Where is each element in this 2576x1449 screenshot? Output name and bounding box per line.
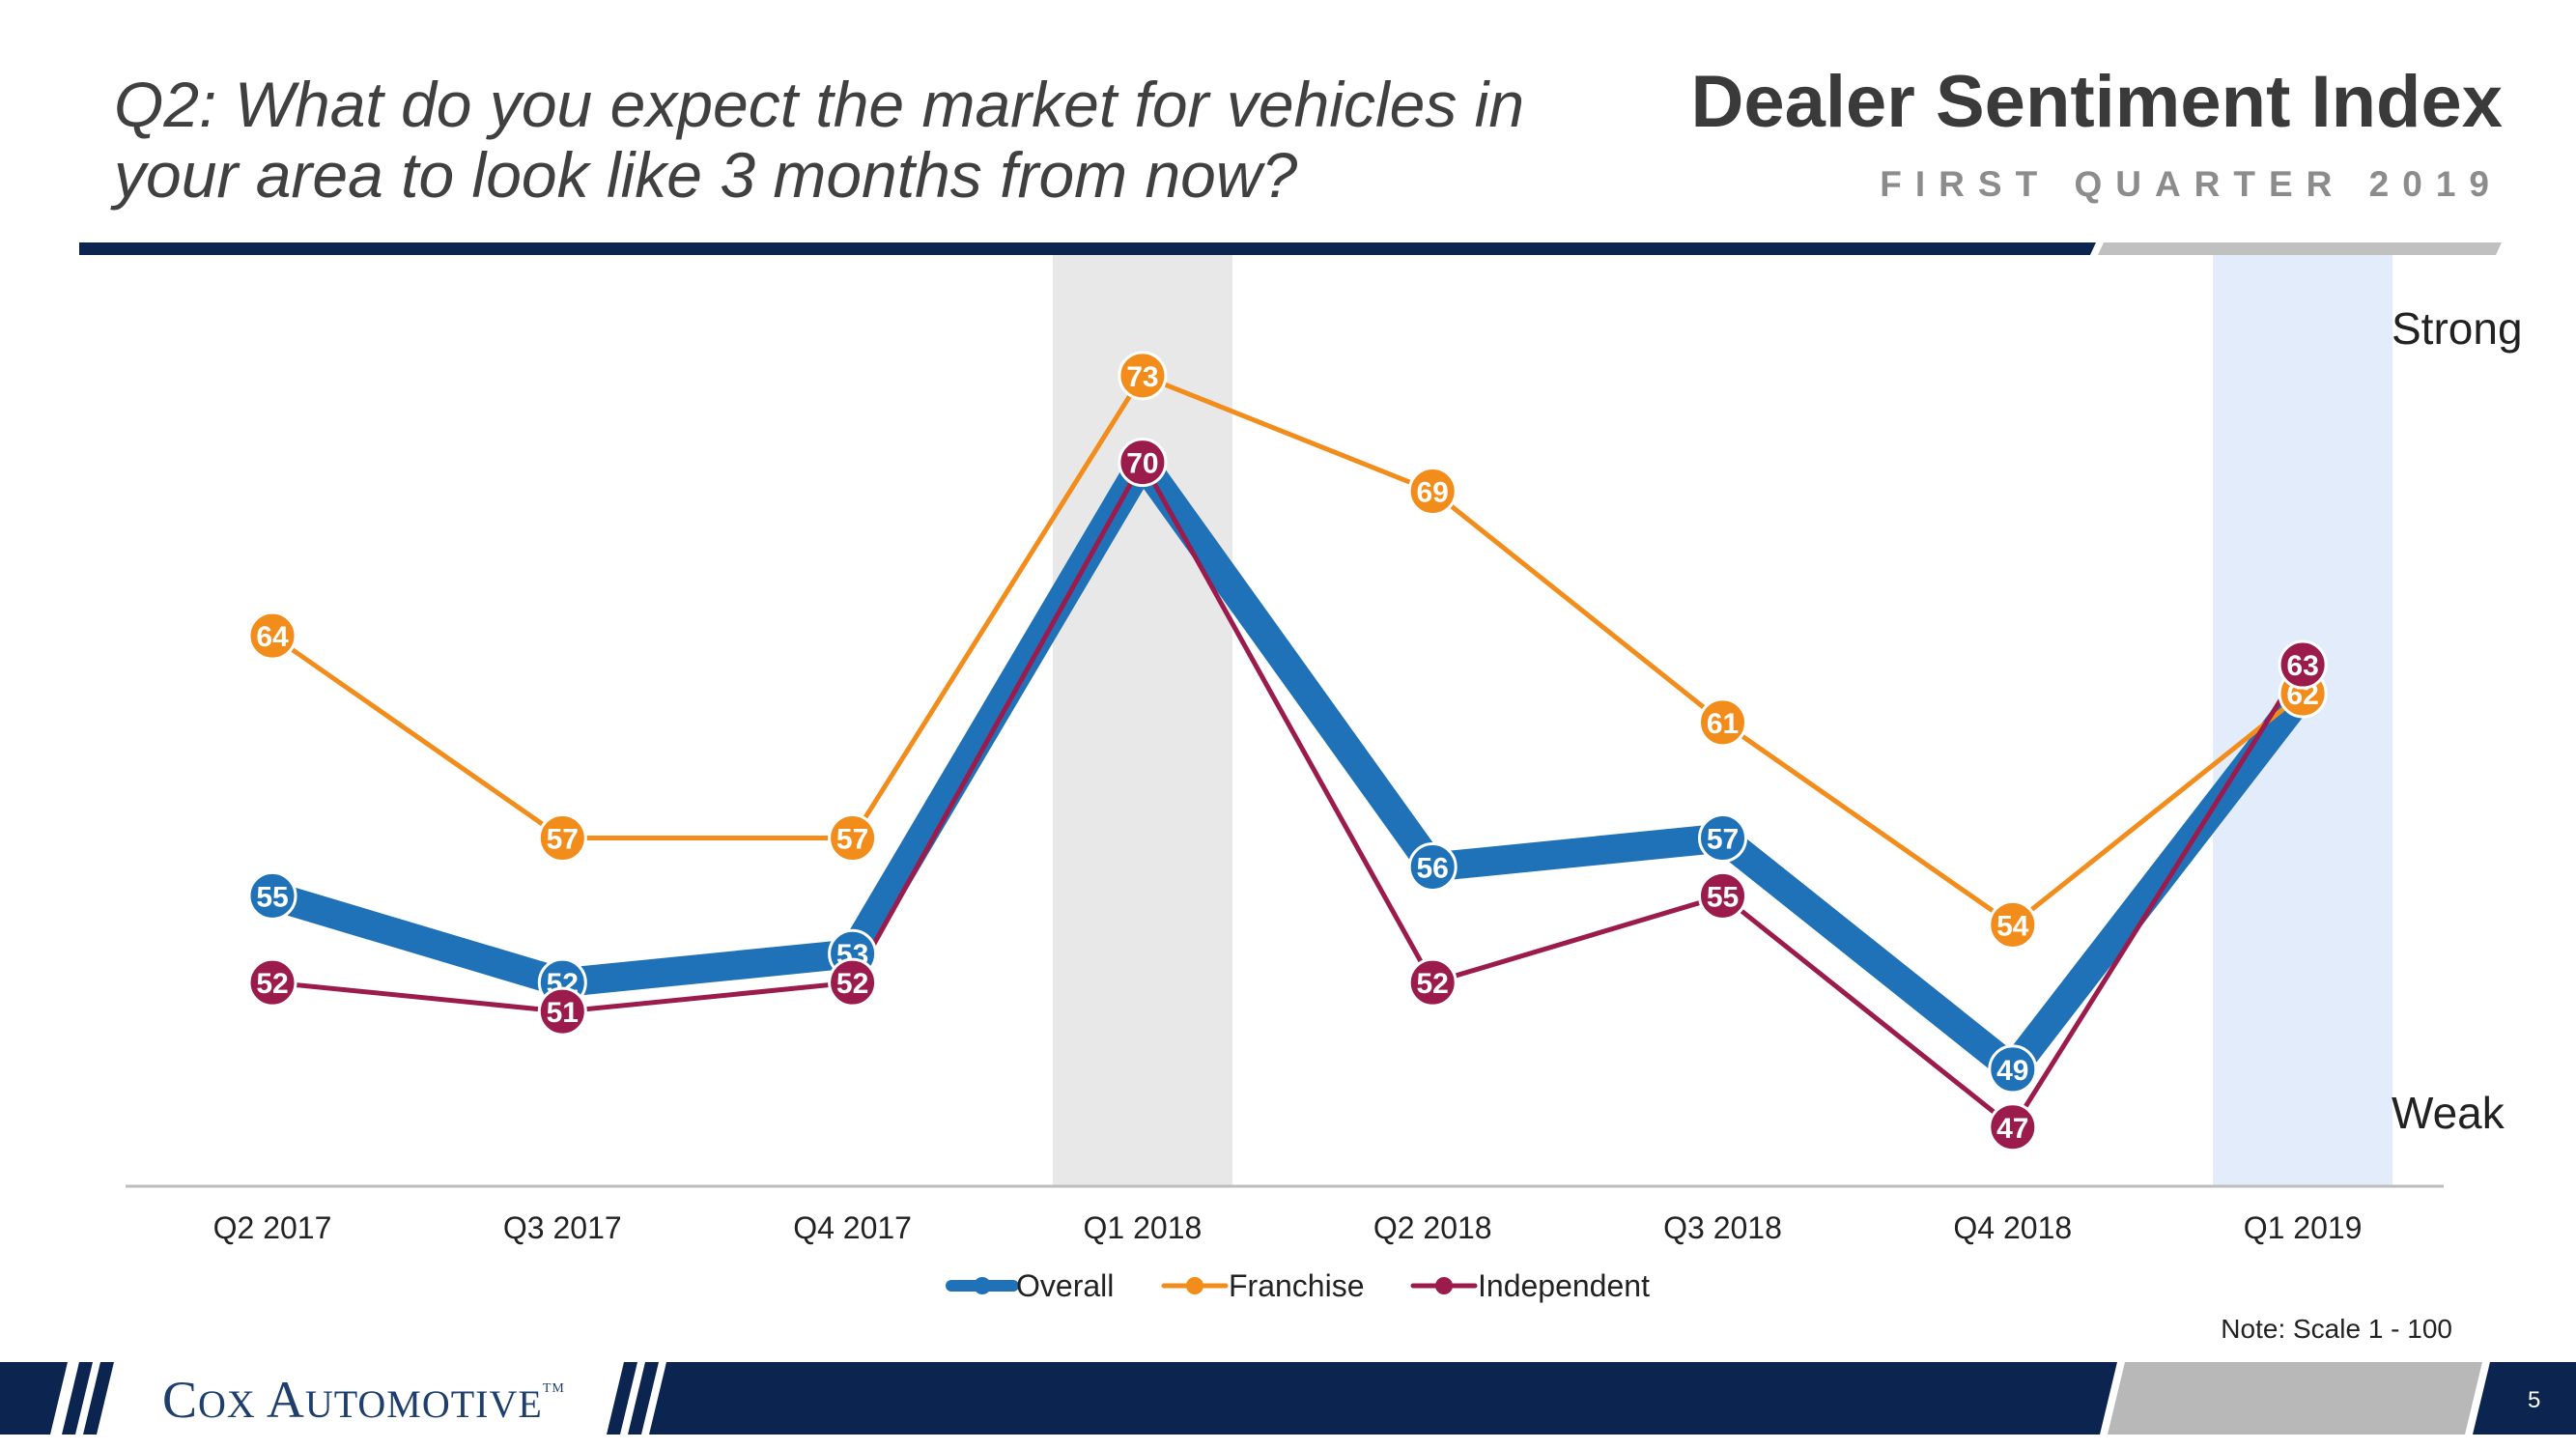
data-point-franchise [828,813,878,864]
data-point-independent [1118,438,1168,488]
data-point-franchise [247,611,297,661]
data-label-franchise: 61 [1707,708,1739,740]
x-tick-label: Q1 2018 [1084,1210,1203,1245]
data-point-overall [1698,813,1747,864]
data-point-independent [1407,957,1458,1008]
data-point-franchise [537,813,587,864]
page-number: 5 [2528,1387,2541,1413]
data-point-overall [1407,841,1458,892]
data-point-independent [1988,1102,2038,1152]
legend-marker-overall [974,1277,991,1294]
series-line-overall [258,447,2318,1084]
footer-band [0,1362,2576,1435]
data-label-independent: 51 [547,997,579,1029]
x-tick-label: Q3 2017 [503,1210,622,1245]
data-label-franchise: 57 [836,824,868,856]
data-label-franchise: 69 [1417,477,1449,509]
highlight-band-q1-2019 [2213,255,2393,1186]
data-label-independent: 52 [1417,968,1449,1000]
question-title: Q2: What do you expect the market for ve… [114,69,1525,211]
report-title: Dealer Sentiment Index [1690,61,2504,143]
cox-automotive-logo: COX AUTOMOTIVETM [162,1371,565,1429]
scale-note: Note: Scale 1 - 100 [2221,1314,2452,1344]
data-point-independent [828,957,878,1008]
x-tick-label: Q4 2018 [1953,1210,2072,1245]
x-tick-label: Q1 2019 [2244,1210,2363,1245]
data-point-franchise [1407,467,1458,517]
legend-label-overall: Overall [1016,1268,1114,1303]
data-label-overall: 56 [1417,852,1449,884]
legend-label-franchise: Franchise [1229,1268,1365,1303]
data-label-independent: 55 [1707,881,1739,913]
data-label-franchise: 54 [1996,910,2029,942]
data-point-overall [1988,1044,2038,1094]
data-label-independent: 52 [256,968,288,1000]
weak-annotation: Weak [2392,1088,2505,1138]
data-label-franchise: 73 [1126,361,1158,393]
data-point-franchise [1698,697,1747,748]
x-tick-label: Q2 2017 [213,1210,332,1245]
x-tick-label: Q3 2018 [1663,1210,1782,1245]
data-label-independent: 47 [1996,1113,2028,1145]
legend-marker-independent [1435,1277,1453,1294]
data-point-franchise [1118,351,1168,401]
data-point-overall [247,870,297,921]
series-line-franchise [269,373,2306,927]
data-point-franchise [1988,899,2038,950]
header-navy-bar [79,242,2096,255]
report-subtitle: FIRST QUARTER 2019 [1880,164,2503,204]
legend: Overall Franchise Independent [946,1268,1650,1303]
x-tick-label: Q2 2018 [1373,1210,1492,1245]
strong-annotation: Strong [2392,303,2523,354]
highlight-band-q1-2018 [1052,255,1232,1186]
series-line-independent [269,460,2306,1130]
data-label-franchise: 64 [256,621,289,653]
data-label-overall: 55 [256,881,288,913]
data-label-independent: 70 [1126,448,1158,480]
data-label-independent: 52 [836,968,868,1000]
data-label-overall: 49 [1996,1055,2028,1087]
data-point-independent [537,986,587,1037]
data-label-overall: 57 [1707,824,1739,856]
legend-label-independent: Independent [1478,1268,1650,1303]
data-point-independent [2278,639,2328,690]
data-point-independent [1698,870,1747,921]
header-gray-bar [2098,242,2502,255]
data-label-franchise: 57 [547,824,579,856]
legend-marker-franchise [1186,1277,1203,1294]
x-tick-label: Q4 2017 [793,1210,912,1245]
data-label-independent: 63 [2286,650,2318,682]
data-point-independent [247,957,297,1008]
